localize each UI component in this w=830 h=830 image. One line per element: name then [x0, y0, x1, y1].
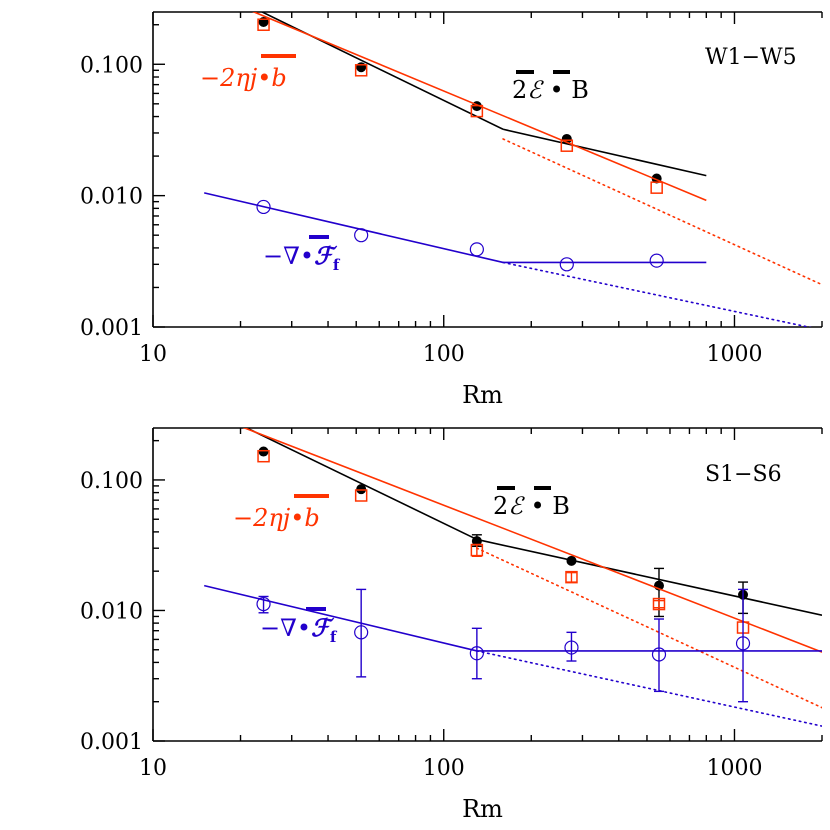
- series-flux: [204, 584, 822, 727]
- fit-line: [204, 192, 504, 264]
- data-point: [652, 597, 666, 611]
- label-dissipation: −2ηj•b: [233, 504, 320, 532]
- x-tick-label: 100: [423, 342, 465, 367]
- data-point: [354, 64, 368, 77]
- panel-label: S1−S6: [705, 462, 782, 487]
- data-point: [470, 104, 484, 118]
- label-total-dot: •: [523, 492, 552, 520]
- label-flux: −∇•ℱf: [263, 241, 341, 274]
- data-point: [564, 640, 579, 655]
- fit-line: [476, 538, 822, 616]
- label-dissipation: −2ηj•b: [200, 64, 287, 92]
- y-tick-label: 0.100: [80, 469, 143, 494]
- x-tick-label: 10: [139, 756, 167, 781]
- label-total-prefix: 2: [493, 492, 508, 520]
- x-tick-label: 10: [139, 342, 167, 367]
- series-dissipation: [252, 12, 822, 286]
- series-dissipation: [242, 428, 822, 709]
- plot-area: [204, 12, 822, 327]
- label-flux-prefix: −∇•: [263, 242, 314, 270]
- data-point: [565, 570, 578, 584]
- data-point: [356, 484, 367, 495]
- fit-line-dotted: [476, 650, 822, 727]
- fit-line: [242, 428, 822, 653]
- label-flux-sub: f: [333, 256, 341, 274]
- data-point: [256, 199, 271, 215]
- x-tick-label: 1000: [706, 342, 762, 367]
- fit-line: [260, 12, 504, 130]
- data-point: [257, 18, 270, 31]
- plot-area: [204, 428, 822, 727]
- data-point: [560, 139, 574, 152]
- label-flux-sub: f: [330, 628, 338, 646]
- data-point: [470, 543, 484, 557]
- label-total-emf: ℰ: [508, 492, 525, 520]
- data-point: [354, 228, 369, 243]
- panel-label: W1−W5: [705, 45, 797, 70]
- data-point: [469, 242, 484, 257]
- data-point: [354, 489, 368, 502]
- y-tick-label: 0.001: [80, 316, 143, 341]
- y-tick-label: 0.100: [80, 53, 143, 78]
- data-point: [256, 596, 271, 612]
- data-point: [257, 449, 270, 463]
- fit-line: [204, 584, 478, 652]
- fit-line: [252, 12, 707, 202]
- label-flux-prefix: −∇•: [260, 614, 311, 642]
- data-point: [651, 647, 667, 662]
- data-point: [354, 625, 369, 640]
- x-tick-label: 1000: [706, 756, 762, 781]
- data-point: [650, 181, 663, 194]
- top-panel: 10 100 1000 0.001 0.010 0.100 Rm W1−W5 2ℰ • B −2η…: [80, 11, 823, 409]
- label-total-field: B: [552, 492, 570, 520]
- fit-line-dotted: [502, 138, 822, 286]
- series-flux: [204, 192, 813, 327]
- y-tick-label: 0.001: [80, 730, 143, 755]
- bottom-panel: 10 100 1000 0.001 0.010 0.100 Rm S1−S6 2ℰ • B −2η…: [80, 427, 823, 823]
- label-total-prefix: 2: [512, 76, 527, 104]
- label-total-field: B: [571, 76, 589, 104]
- data-point: [469, 646, 484, 661]
- fit-line-dotted: [502, 261, 813, 327]
- label-total: 2ℰ • B: [493, 492, 570, 520]
- data-point: [566, 555, 577, 566]
- label-flux: −∇•ℱf: [260, 613, 338, 646]
- fit-line: [502, 128, 707, 177]
- y-tick-label: 0.010: [80, 185, 143, 210]
- label-total: 2ℰ • B: [512, 76, 589, 104]
- x-axis-title: Rm: [462, 381, 503, 409]
- data-point: [258, 446, 269, 457]
- label-total-emf: ℰ: [527, 76, 544, 104]
- fit-line-dotted: [476, 547, 822, 709]
- x-axis-title: Rm: [462, 795, 503, 823]
- x-tick-label: 100: [423, 756, 465, 781]
- y-tick-label: 0.010: [80, 599, 143, 624]
- data-point: [735, 636, 751, 651]
- data-point: [649, 253, 664, 268]
- data-point: [559, 257, 574, 272]
- label-total-dot: •: [542, 76, 571, 104]
